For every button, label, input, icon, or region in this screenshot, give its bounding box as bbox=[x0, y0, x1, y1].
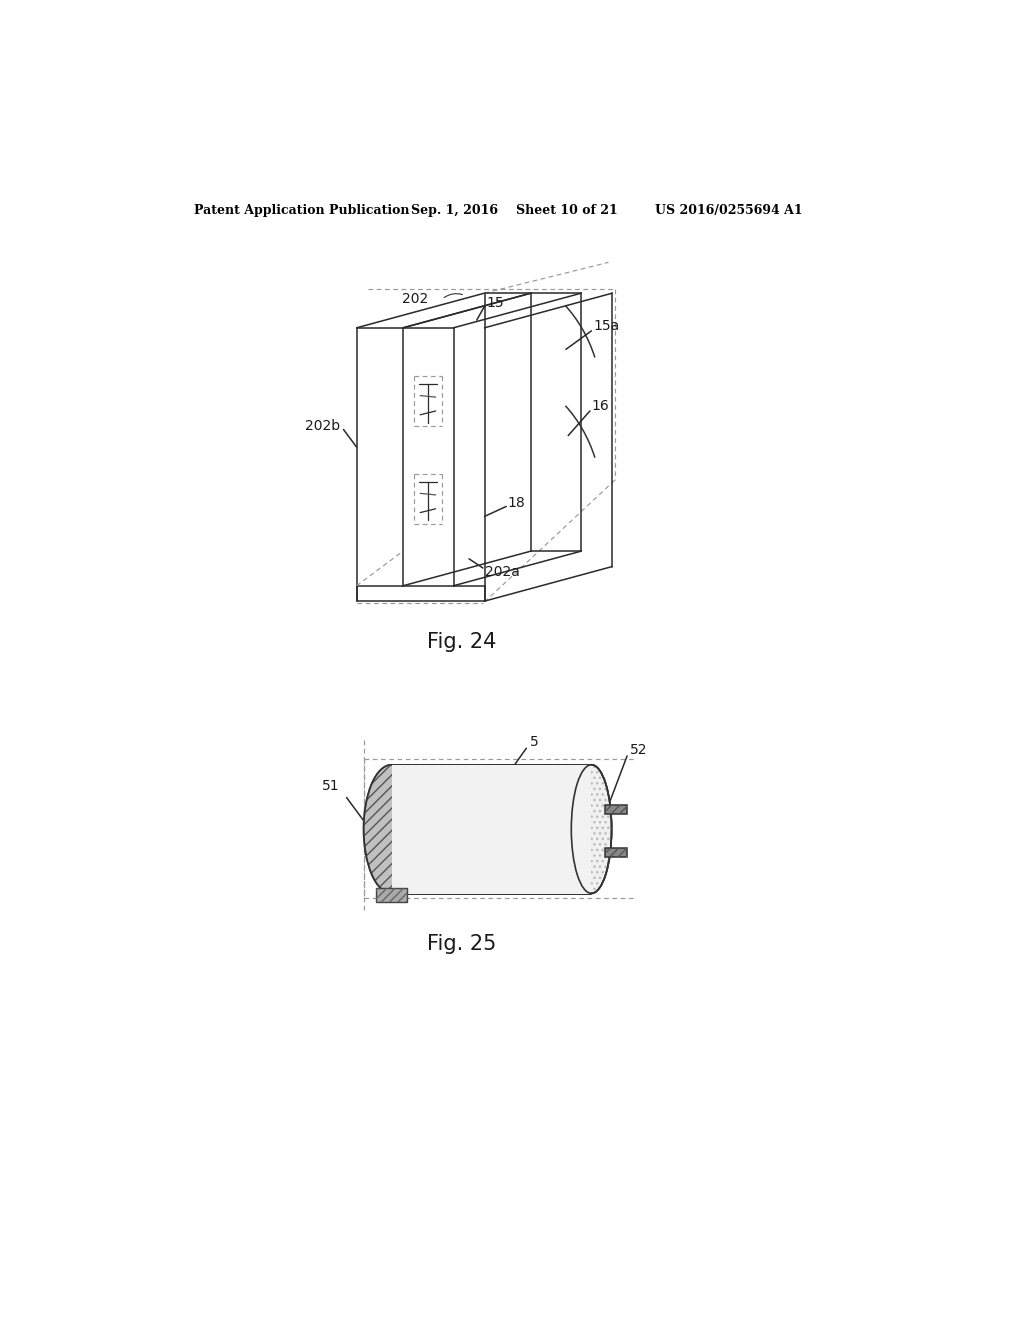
Bar bbox=[605, 805, 627, 814]
Text: Patent Application Publication: Patent Application Publication bbox=[194, 205, 410, 218]
Text: 51: 51 bbox=[322, 779, 339, 793]
Bar bbox=[605, 805, 627, 814]
Bar bbox=[391, 766, 592, 894]
Text: 15a: 15a bbox=[593, 319, 620, 333]
Text: 202b: 202b bbox=[305, 420, 340, 433]
Text: 15: 15 bbox=[486, 296, 504, 310]
Text: Fig. 24: Fig. 24 bbox=[427, 632, 496, 652]
Bar bbox=[376, 888, 407, 903]
Bar bbox=[376, 888, 407, 903]
Text: 202: 202 bbox=[401, 292, 428, 306]
Text: 5: 5 bbox=[529, 735, 539, 748]
Text: US 2016/0255694 A1: US 2016/0255694 A1 bbox=[655, 205, 803, 218]
Text: Sheet 10 of 21: Sheet 10 of 21 bbox=[515, 205, 617, 218]
Text: 16: 16 bbox=[592, 400, 609, 413]
Bar bbox=[605, 847, 627, 857]
Bar bbox=[605, 847, 627, 857]
Text: Fig. 25: Fig. 25 bbox=[427, 933, 496, 954]
Text: Sep. 1, 2016: Sep. 1, 2016 bbox=[411, 205, 498, 218]
Ellipse shape bbox=[364, 764, 420, 894]
Text: 52: 52 bbox=[630, 743, 648, 756]
Text: 18: 18 bbox=[508, 496, 525, 511]
Text: 202a: 202a bbox=[484, 565, 519, 579]
Ellipse shape bbox=[571, 764, 611, 894]
Bar bbox=[391, 766, 592, 894]
